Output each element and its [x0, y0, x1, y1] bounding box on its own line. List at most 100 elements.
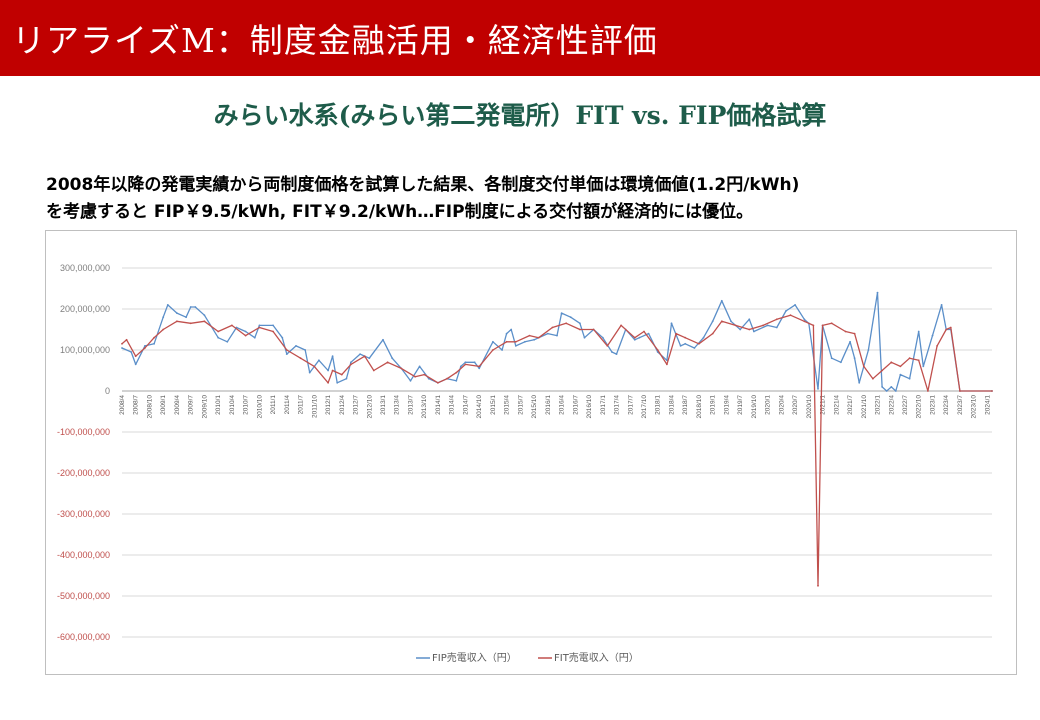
data-point-fit: [592, 328, 595, 331]
data-point-fit: [881, 369, 883, 372]
data-point-fip: [556, 334, 558, 337]
data-point-fit: [817, 584, 819, 587]
data-point-fip: [304, 349, 307, 351]
data-point-fip: [345, 377, 348, 380]
data-point-fip: [569, 316, 572, 319]
data-point-fit: [528, 334, 531, 337]
data-point-fit: [991, 390, 993, 392]
data-point-fit: [400, 367, 403, 370]
data-point-fit: [748, 328, 751, 331]
x-tick-label: 2021/4: [833, 395, 840, 415]
data-point-fit: [231, 324, 233, 327]
data-point-fip: [775, 326, 778, 329]
line-chart: 300,000,000 200,000,000 100,000,000 0 -100,0…: [57, 263, 993, 664]
x-tick-label: 2018/4: [668, 395, 675, 415]
data-point-fip: [217, 336, 220, 339]
x-tick-label: 2010/4: [229, 395, 236, 415]
data-point-fit: [134, 355, 137, 358]
x-tick-label: 2016/1: [545, 395, 552, 415]
x-tick-label: 2014/4: [449, 395, 456, 415]
x-tick-label: 2023/1: [929, 395, 936, 415]
data-point-fip: [505, 332, 508, 335]
data-point-fit: [633, 336, 636, 339]
data-point-fit: [711, 332, 714, 335]
x-tick-label: 2017/10: [641, 395, 648, 419]
data-point-fit: [176, 320, 178, 323]
data-point-fit: [830, 322, 833, 325]
data-point-fip: [318, 359, 320, 362]
x-tick-label: 2016/4: [559, 395, 566, 415]
x-tick-label: 2016/7: [572, 395, 579, 415]
data-point-fip: [894, 390, 897, 392]
x-tick-label: 2021/1: [820, 395, 827, 415]
data-point-fip: [684, 342, 687, 345]
data-point-fit: [821, 324, 824, 327]
data-point-fip: [794, 304, 796, 306]
x-tick-label: 2020/10: [806, 395, 813, 419]
x-tick-label: 2017/4: [614, 395, 621, 415]
data-point-fip: [327, 369, 329, 372]
data-point-fip: [189, 306, 192, 308]
data-point-fip: [601, 336, 604, 339]
data-point-fit: [890, 361, 893, 364]
data-point-fit: [959, 390, 961, 392]
y-tick-label: 200,000,000: [60, 304, 110, 314]
data-point-fip: [455, 379, 458, 382]
x-tick-label: 2018/1: [655, 395, 662, 415]
data-point-fip: [533, 338, 535, 341]
data-point-fit: [775, 318, 778, 321]
x-tick-label: 2024/1: [984, 395, 991, 415]
x-tick-label: 2012/7: [353, 395, 360, 415]
data-point-fip: [917, 330, 920, 333]
x-tick-label: 2014/10: [476, 395, 483, 419]
title-banner: リアライズM：制度金融活用・経済性評価: [0, 0, 1040, 76]
x-tick-label: 2011/10: [311, 395, 318, 418]
x-tick-label: 2008/10: [146, 395, 153, 419]
data-point-fip: [766, 324, 769, 327]
data-point-fip: [867, 349, 870, 351]
data-point-fit: [789, 314, 792, 317]
data-point-fit: [917, 359, 920, 362]
data-point-fit: [162, 328, 165, 331]
data-point-fit: [565, 322, 568, 325]
data-point-fip: [350, 361, 352, 364]
data-point-fip: [876, 291, 879, 294]
x-tick-label: 2013/10: [421, 395, 428, 419]
data-point-fip: [885, 390, 888, 392]
data-point-fip: [185, 316, 188, 319]
y-tick-label: -100,000,000: [57, 427, 110, 437]
x-tick-label: 2022/10: [916, 395, 923, 419]
data-point-fip: [840, 361, 842, 364]
data-point-fip: [281, 336, 284, 339]
data-point-fip: [244, 330, 247, 333]
data-point-fit: [455, 371, 458, 374]
x-tick-label: 2008/7: [133, 395, 140, 415]
x-tick-label: 2017/1: [600, 395, 607, 415]
series-line-fit: [121, 314, 992, 587]
data-point-fit: [537, 336, 540, 339]
data-point-fit: [258, 326, 261, 329]
data-point-fip: [730, 320, 732, 323]
data-point-fit: [492, 349, 494, 351]
x-tick-label: 2015/10: [531, 395, 538, 419]
data-point-fit: [350, 363, 352, 366]
x-tick-label: 2020/4: [778, 395, 785, 415]
data-point-fit: [675, 332, 677, 335]
data-point-fip: [615, 353, 618, 355]
data-point-fit: [285, 349, 288, 351]
data-point-fip: [693, 347, 696, 349]
x-tick-label: 2009/1: [160, 395, 167, 415]
x-tick-label: 2009/7: [188, 395, 195, 415]
x-tick-label: 2011/4: [284, 395, 291, 415]
x-tick-label: 2010/10: [256, 395, 263, 419]
data-point-fip: [501, 349, 503, 351]
data-point-fit: [949, 326, 952, 329]
data-point-fip: [459, 365, 462, 368]
description-text: 2008年以降の発電実績から両制度価格を試算した結果、各制度交付単価は環境価値(…: [46, 172, 1006, 226]
x-tick-label: 2020/1: [765, 395, 772, 415]
data-point-fit: [762, 324, 764, 327]
data-point-fit: [144, 347, 146, 349]
data-point-fit: [945, 328, 948, 331]
data-point-fip: [203, 314, 206, 317]
data-point-fip: [579, 322, 581, 325]
